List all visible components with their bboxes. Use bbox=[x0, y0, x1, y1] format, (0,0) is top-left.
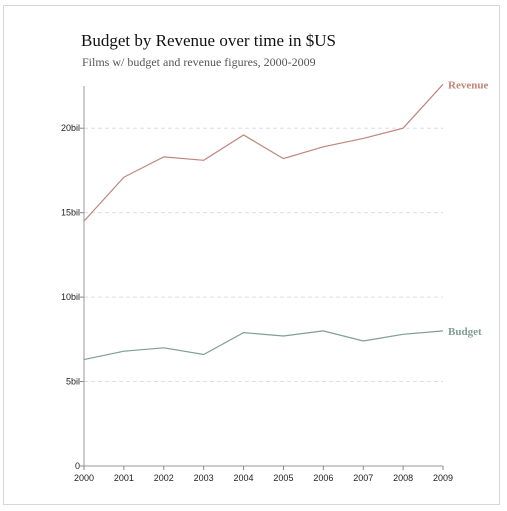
series-label-budget: Budget bbox=[448, 326, 482, 338]
x-tick-label: 2007 bbox=[353, 473, 373, 483]
y-tick-label: 5bil bbox=[66, 377, 80, 387]
y-tick-label: 15bil bbox=[61, 208, 80, 218]
series-line-revenue bbox=[83, 83, 444, 222]
series-lines bbox=[83, 83, 444, 361]
x-tick-label: 2002 bbox=[154, 473, 174, 483]
series-line-budget bbox=[83, 330, 444, 361]
gridlines bbox=[84, 127, 443, 383]
y-tick-label: 20bil bbox=[61, 123, 80, 133]
x-tick-label: 2003 bbox=[194, 473, 214, 483]
tick-labels: 0 5bil 10bil 15bil 20bil 2000 2001 2002 2003 2004… bbox=[61, 123, 453, 483]
x-tick-label: 2000 bbox=[74, 473, 94, 483]
chart-title: Budget by Revenue over time in $US bbox=[81, 31, 336, 50]
x-tick-label: 2001 bbox=[114, 473, 134, 483]
x-tick-label: 2005 bbox=[273, 473, 293, 483]
axes bbox=[80, 86, 444, 470]
chart-subtitle: Films w/ budget and revenue figures, 200… bbox=[82, 55, 316, 69]
series-labels: Revenue Budget bbox=[448, 79, 488, 338]
chart-frame bbox=[3, 5, 500, 505]
series-label-revenue: Revenue bbox=[448, 79, 488, 91]
y-tick-label: 10bil bbox=[61, 292, 80, 302]
x-tick-label: 2008 bbox=[393, 473, 413, 483]
x-tick-label: 2006 bbox=[313, 473, 333, 483]
y-tick-label: 0 bbox=[75, 461, 80, 471]
x-tick-label: 2004 bbox=[234, 473, 254, 483]
x-tick-label: 2009 bbox=[433, 473, 453, 483]
